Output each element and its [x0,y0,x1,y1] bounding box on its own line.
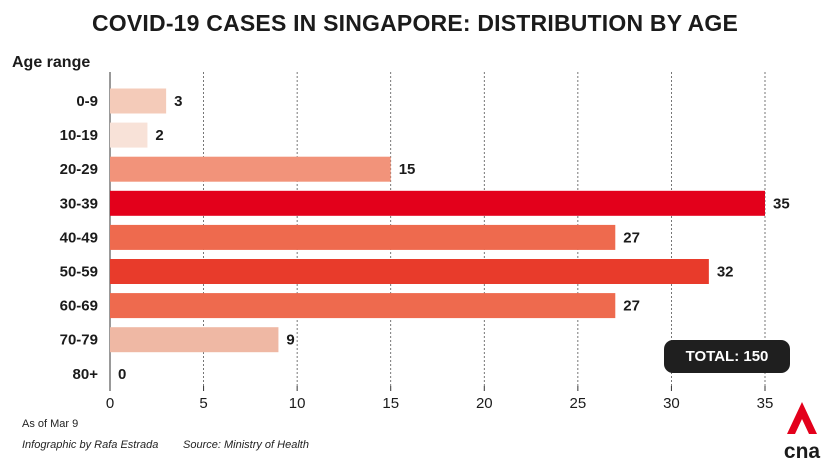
bar-40-49 [110,224,616,250]
category-label-10-19: 10-19 [60,127,98,144]
value-labels: 32 15 35 27 32 27 9 0 [118,93,790,383]
bar-30-39 [110,190,765,216]
tick-label-5: 5 [199,395,207,412]
bars [110,88,765,353]
category-label-40-49: 40-49 [60,229,98,246]
infographic-credit: Infographic by Rafa Estrada [22,439,159,451]
category-label-80+: 80+ [73,366,99,383]
bar-10-19 [110,122,148,148]
bar-70-79 [110,327,279,353]
category-label-0-9: 0-9 [76,93,98,110]
bar-20-29 [110,156,391,182]
x-axis-ticks: 0 5 10 15 20 25 30 35 [106,386,774,412]
value-label-20-29: 15 [399,161,416,178]
tick-label-0: 0 [106,395,114,412]
bar-0-9 [110,88,167,114]
total-badge: TOTAL: 150 [664,340,790,373]
value-label-60-69: 27 [623,298,640,315]
value-label-70-79: 9 [286,332,294,349]
category-label-20-29: 20-29 [60,161,98,178]
y-axis-title: Age range [12,54,91,71]
tick-label-10: 10 [289,395,306,412]
tick-label-20: 20 [476,395,493,412]
value-label-50-59: 32 [717,264,734,281]
source-note: Source: Ministry of Health [183,439,309,451]
tick-label-25: 25 [570,395,587,412]
cna-logo-icon: cna [784,402,821,463]
category-label-70-79: 70-79 [60,332,98,349]
category-label-60-69: 60-69 [60,298,98,315]
bar-50-59 [110,259,709,284]
as-of-date: As of Mar 9 [22,418,79,430]
chart-title: COVID-19 CASES IN SINGAPORE: DISTRIBUTIO… [91,10,739,36]
tick-label-30: 30 [663,395,680,412]
tick-label-35: 35 [757,395,774,412]
bar-60-69 [110,293,616,319]
value-label-80+: 0 [118,366,126,383]
category-labels: 0-9 10-19 20-29 30-39 40-49 50-59 60-69 70-79 80… [60,93,99,383]
value-label-10-19: 2 [155,127,163,144]
tick-label-15: 15 [382,395,399,412]
value-label-0-9: 3 [174,93,182,110]
value-label-40-49: 27 [623,229,640,246]
category-label-30-39: 30-39 [60,195,98,212]
logo-text: cna [784,440,821,463]
category-label-50-59: 50-59 [60,264,98,281]
value-label-30-39: 35 [773,195,790,212]
